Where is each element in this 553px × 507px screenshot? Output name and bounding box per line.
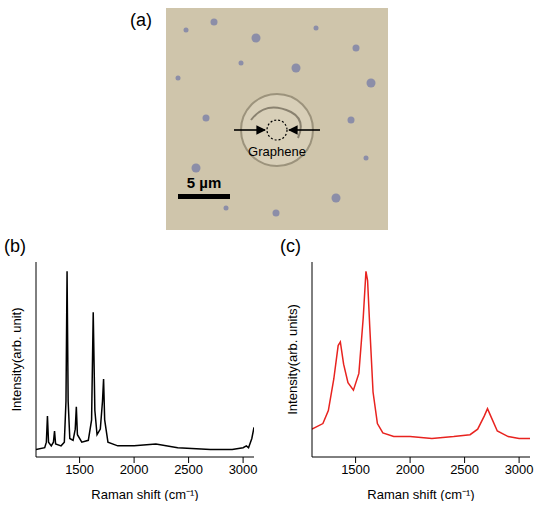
svg-text:5 µm: 5 µm bbox=[187, 174, 222, 191]
html-text:(b): (b) bbox=[4, 236, 26, 256]
svg-text:2000: 2000 bbox=[120, 462, 149, 477]
svg-text:1500: 1500 bbox=[341, 462, 370, 477]
svg-text:Intensity(arb. units): Intensity(arb. units) bbox=[285, 304, 300, 415]
svg-text:2500: 2500 bbox=[174, 462, 203, 477]
svg-text:Graphene: Graphene bbox=[248, 144, 306, 159]
svg-text:2500: 2500 bbox=[450, 462, 479, 477]
html-text:(c): (c) bbox=[280, 236, 301, 256]
svg-text:3000: 3000 bbox=[505, 462, 534, 477]
svg-text:Raman shift (cm⁻¹): Raman shift (cm⁻¹) bbox=[367, 487, 474, 501]
svg-text:1500: 1500 bbox=[65, 462, 94, 477]
svg-text:Intensity(arb. unit): Intensity(arb. unit) bbox=[9, 307, 24, 411]
svg-text:Raman shift (cm⁻¹): Raman shift (cm⁻¹) bbox=[91, 487, 198, 501]
svg-text:2000: 2000 bbox=[396, 462, 425, 477]
html-text:(a): (a) bbox=[130, 10, 152, 30]
svg-text:3000: 3000 bbox=[229, 462, 258, 477]
